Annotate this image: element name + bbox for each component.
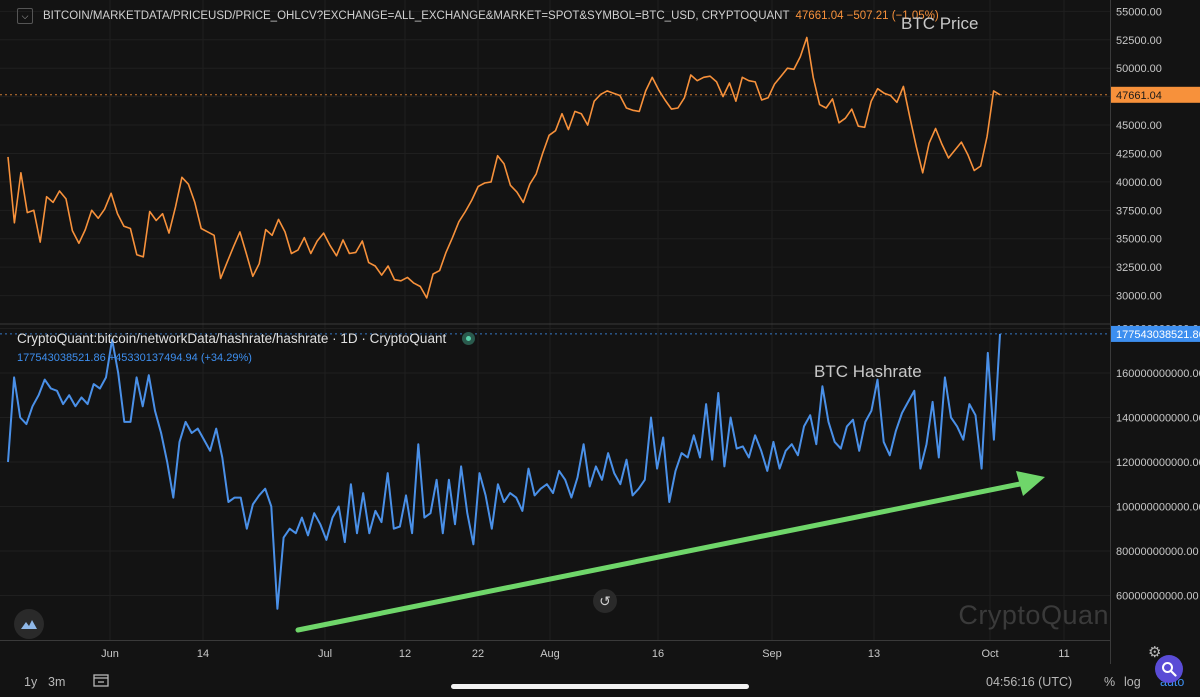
collapse-legend-icon[interactable]: ⌵	[17, 8, 33, 24]
hashrate-last-value-badge	[1111, 325, 1200, 342]
utc-time[interactable]: 04:56:16 (UTC)	[986, 675, 1073, 689]
time-axis-tick-label: Aug	[540, 648, 560, 660]
bottom-toolbar	[0, 664, 1200, 697]
hashrate-legend-title: CryptoQuant:bitcoin/networkData/hashrate…	[17, 331, 447, 346]
price-axis-tick-label: 55000.00	[1116, 6, 1162, 18]
time-axis-tick-label: Jul	[318, 648, 332, 660]
hashrate-last-value-label: 177543038521.86	[1116, 329, 1200, 341]
price-legend-symbol: BITCOIN/MARKETDATA/PRICEUSD/PRICE_OHLCV?…	[43, 10, 790, 22]
hashrate-axis-tick-label: 120000000000.00	[1116, 457, 1200, 469]
btc-price-annotation-text: BTC Price	[901, 14, 979, 33]
grid-lines	[0, 0, 1110, 640]
percent-scale-toggle[interactable]: %	[1104, 675, 1116, 689]
calendar-range-icon	[93, 674, 109, 687]
hashrate-axis-tick-label: 60000000000.00	[1116, 590, 1199, 602]
trend-arrow-head	[1016, 471, 1045, 496]
hashrate-legend-values: 177543038521.86 +45330137494.94 (+34.29%…	[17, 352, 252, 364]
time-axis-tick-label: Sep	[762, 648, 782, 660]
time-axis-tick-label: 14	[197, 648, 209, 660]
mountain-icon	[21, 620, 37, 629]
hashrate-axis[interactable]: 60000000000.00 80000000000.00 100000000000…	[1111, 323, 1200, 602]
home-indicator[interactable]	[451, 684, 749, 689]
price-pane[interactable]	[0, 36, 1110, 299]
search-button[interactable]	[1155, 655, 1183, 683]
time-axis-tick-label: Oct	[981, 648, 998, 660]
price-axis-tick-label: 30000.00	[1116, 291, 1162, 303]
price-axis-tick-label: 40000.00	[1116, 177, 1162, 189]
price-last-value-badge	[1111, 86, 1200, 103]
data-status-icon	[462, 332, 476, 345]
hashrate-axis-tick-label: 100000000000.00	[1116, 501, 1200, 513]
price-axis-tick-label: 35000.00	[1116, 234, 1162, 246]
trend-arrow	[295, 471, 1045, 633]
tradingview-logo[interactable]	[14, 609, 44, 639]
price-axis-tick-label: 37500.00	[1116, 205, 1162, 217]
time-axis-tick-label: 12	[399, 648, 411, 660]
btc-hashrate-annotation: BTC Hashrate	[814, 362, 922, 382]
time-axis-tick-label: Jun	[101, 648, 119, 660]
btc-hashrate-annotation-text: BTC Hashrate	[814, 362, 922, 381]
hashrate-legend[interactable]: CryptoQuant:bitcoin/networkData/hashrate…	[17, 331, 476, 346]
reset-icon: ↺	[599, 592, 611, 609]
time-axis-tick-label: 22	[472, 648, 484, 660]
price-legend-values: 47661.04 −507.21 (−1.05%)	[795, 10, 939, 22]
price-axis-tick-label: 45000.00	[1116, 120, 1162, 132]
price-legend[interactable]: ⌵ BITCOIN/MARKETDATA/PRICEUSD/PRICE_OHLC…	[17, 8, 939, 24]
price-axis[interactable]: 30000.00 32500.00 35000.00 37500.00 40000.00…	[1111, 6, 1200, 303]
price-last-value-label: 47661.04	[1116, 90, 1162, 102]
date-range-button[interactable]	[93, 673, 109, 690]
log-scale-toggle[interactable]: log	[1124, 675, 1141, 689]
time-axis[interactable]: Jun 14 Jul 12 22 Aug 16 Sep 13 Oct 11	[101, 648, 1070, 660]
time-axis-tick-label: 13	[868, 648, 880, 660]
price-axis-tick-label: 32500.00	[1116, 262, 1162, 274]
price-axis-tick-label: 42500.00	[1116, 148, 1162, 160]
reset-chart-button[interactable]: ↺	[593, 589, 617, 613]
search-icon	[1162, 662, 1177, 677]
range-3m-button[interactable]: 3m	[48, 675, 66, 689]
time-axis-tick-label: 11	[1058, 648, 1069, 660]
btc-price-annotation: BTC Price	[901, 14, 978, 34]
hashrate-axis-tick-label: 80000000000.00	[1116, 546, 1199, 558]
hashrate-axis-tick-label: 140000000000.00	[1116, 412, 1200, 424]
hashrate-axis-tick-label: 160000000000.00	[1116, 368, 1200, 380]
hashrate-series-line	[7, 333, 1001, 610]
cryptoquant-watermark: CryptoQuan	[958, 600, 1109, 630]
time-axis-tick-label: 16	[652, 648, 664, 660]
hashrate-pane[interactable]	[0, 333, 1110, 610]
trend-arrow-shaft	[295, 481, 1023, 633]
price-axis-tick-label: 50000.00	[1116, 63, 1162, 75]
settings-gear-icon[interactable]: ⚙	[1148, 644, 1162, 661]
price-axis-tick-label: 52500.00	[1116, 35, 1162, 47]
range-1y-button[interactable]: 1y	[24, 675, 38, 689]
price-series-line	[7, 36, 1001, 299]
